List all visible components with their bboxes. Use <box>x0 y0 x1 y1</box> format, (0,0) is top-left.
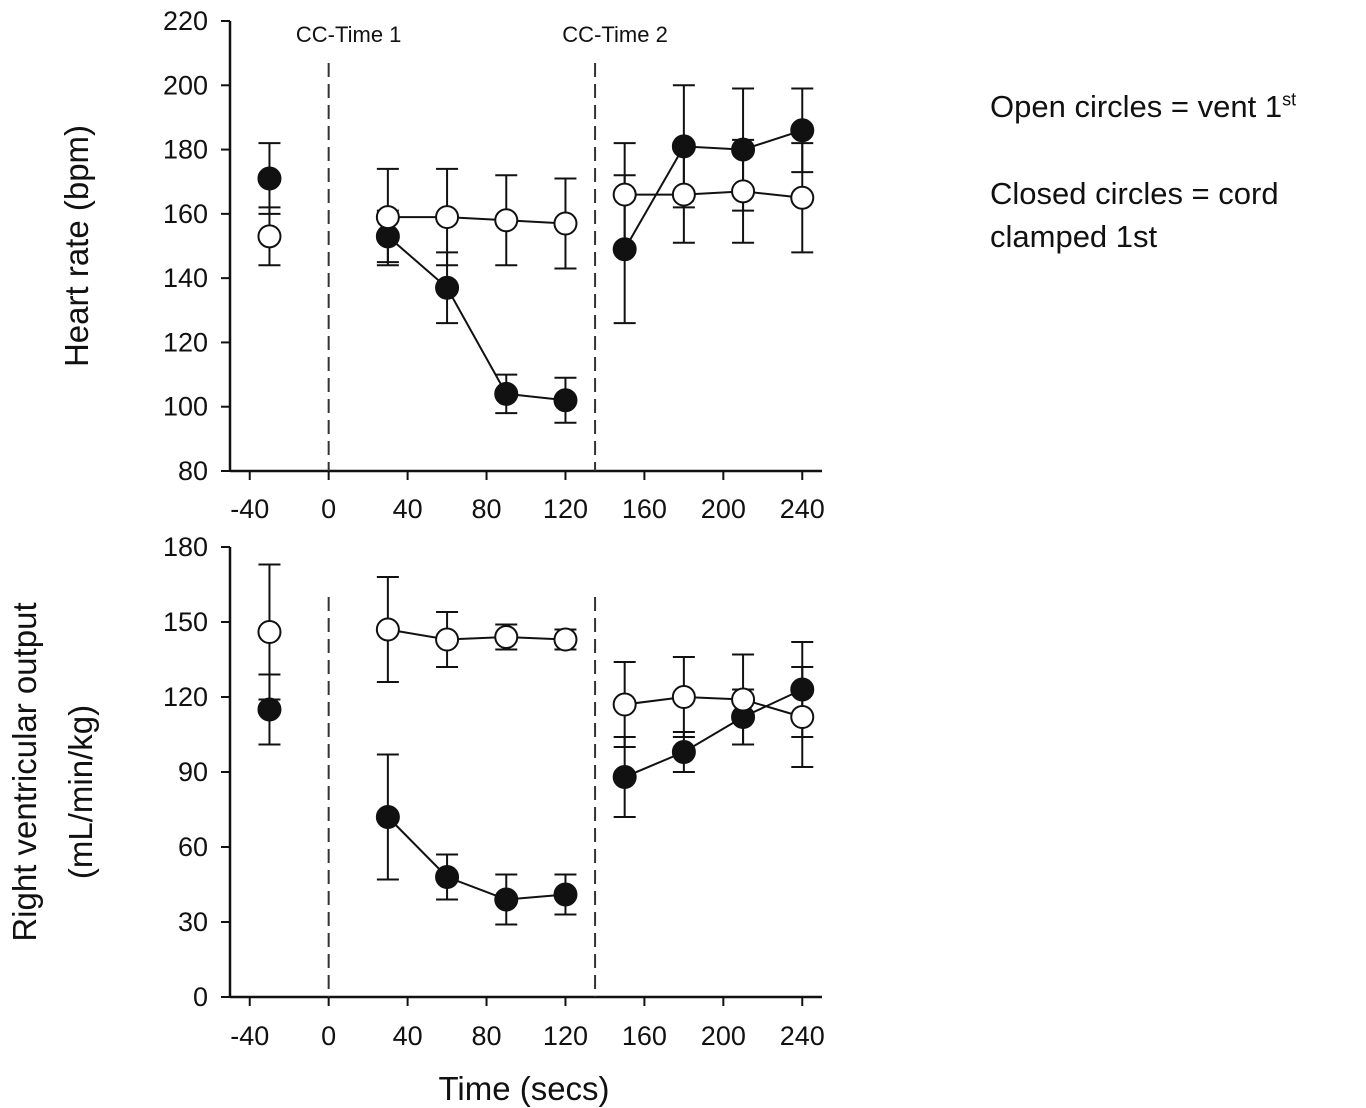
series-line-closed <box>387 235 566 402</box>
series-line-open <box>624 190 803 199</box>
y-axis-title: Right ventricular output <box>6 602 43 941</box>
x-tick-label: 200 <box>701 1021 746 1051</box>
y-tick-label: 100 <box>163 392 208 422</box>
y-axis-title-units: (mL/min/kg) <box>62 705 99 879</box>
series-line-closed <box>623 129 803 250</box>
x-tick-label: 120 <box>543 1021 588 1051</box>
series-line-open <box>387 628 566 641</box>
y-tick-label: 90 <box>178 757 208 787</box>
series-line-open <box>624 695 803 718</box>
y-tick-label: 80 <box>178 456 208 486</box>
data-point-open <box>257 224 282 249</box>
data-point-open <box>612 692 637 717</box>
x-tick-label: 0 <box>321 494 336 524</box>
data-point-open <box>494 625 519 649</box>
data-point-closed <box>435 275 460 300</box>
x-tick-label: -40 <box>230 1021 269 1051</box>
data-point-closed <box>257 697 282 722</box>
y-tick-label: 120 <box>163 682 208 712</box>
data-point-open <box>435 205 460 230</box>
data-point-closed <box>494 887 519 912</box>
y-tick-label: 180 <box>163 532 208 562</box>
x-axis-title: Time (secs) <box>438 1070 609 1107</box>
y-tick-label: 200 <box>163 70 208 100</box>
x-tick-label: 240 <box>780 1021 825 1051</box>
y-tick-label: 140 <box>163 263 208 293</box>
series-line-closed <box>624 688 803 778</box>
data-point-open <box>553 627 578 652</box>
cc-time-label: CC-Time 2 <box>562 22 668 47</box>
data-point-open <box>435 627 460 652</box>
x-tick-label: 0 <box>321 1021 336 1051</box>
data-point-closed <box>553 388 578 413</box>
series-line-closed <box>387 816 566 901</box>
y-tick-label: 60 <box>178 832 208 862</box>
y-tick-label: 150 <box>163 607 208 637</box>
data-point-open <box>731 687 756 712</box>
data-point-closed <box>435 865 460 889</box>
data-point-open <box>671 685 696 709</box>
y-tick-label: 180 <box>163 135 208 165</box>
legend-open-circles: Open circles = vent 1st <box>990 88 1296 125</box>
y-tick-label: 120 <box>163 327 208 357</box>
cc-time-label: CC-Time 1 <box>296 22 402 47</box>
data-point-open <box>731 179 756 204</box>
legend-open-text: Open circles = vent 1 <box>990 89 1283 124</box>
data-point-closed <box>553 882 578 907</box>
x-tick-label: 80 <box>472 494 502 524</box>
legend-closed-circles-line1: Closed circles = cord <box>990 176 1279 211</box>
x-tick-label: 80 <box>472 1021 502 1051</box>
y-tick-label: 160 <box>163 199 208 229</box>
x-tick-label: 160 <box>622 1021 667 1051</box>
data-point-closed <box>671 740 696 764</box>
chart-panel-bottom: 0 30 60 90 120 150 180 -40 0 40 80 120 160 200 240 Righ… <box>6 532 825 1107</box>
data-point-open <box>553 211 578 236</box>
data-point-closed <box>257 166 282 191</box>
data-point-closed <box>671 134 696 159</box>
data-point-closed <box>612 237 637 262</box>
x-tick-label: 120 <box>543 494 588 524</box>
data-point-closed <box>612 765 637 789</box>
chart-panel-top: 80 100 120 140 160 180 200 220 -40 0 40 80 120 160 200… <box>58 6 825 524</box>
data-point-closed <box>375 805 400 829</box>
legend-open-superscript: st <box>1282 89 1297 110</box>
data-point-open <box>790 705 815 729</box>
y-tick-label: 30 <box>178 907 208 937</box>
data-point-open <box>257 620 282 644</box>
y-tick-label: 0 <box>193 982 208 1012</box>
legend-closed-circles-line2: clamped 1st <box>990 219 1158 254</box>
series-line-open <box>387 216 566 225</box>
y-tick-label: 220 <box>163 6 208 36</box>
data-point-open <box>375 205 400 230</box>
x-tick-label: 40 <box>393 1021 423 1051</box>
data-point-open <box>671 182 696 207</box>
data-point-closed <box>790 118 815 143</box>
x-tick-label: 160 <box>622 494 667 524</box>
x-tick-label: 40 <box>393 494 423 524</box>
y-axis-title: Heart rate (bpm) <box>58 125 95 367</box>
x-tick-label: 200 <box>701 494 746 524</box>
data-point-open <box>790 185 815 210</box>
x-tick-label: -40 <box>230 494 269 524</box>
x-tick-label: 240 <box>780 494 825 524</box>
data-point-open <box>375 617 400 642</box>
data-point-open <box>494 208 519 233</box>
data-point-open <box>612 182 637 207</box>
data-point-closed <box>494 381 519 406</box>
data-point-closed <box>790 677 815 702</box>
data-point-closed <box>731 137 756 162</box>
